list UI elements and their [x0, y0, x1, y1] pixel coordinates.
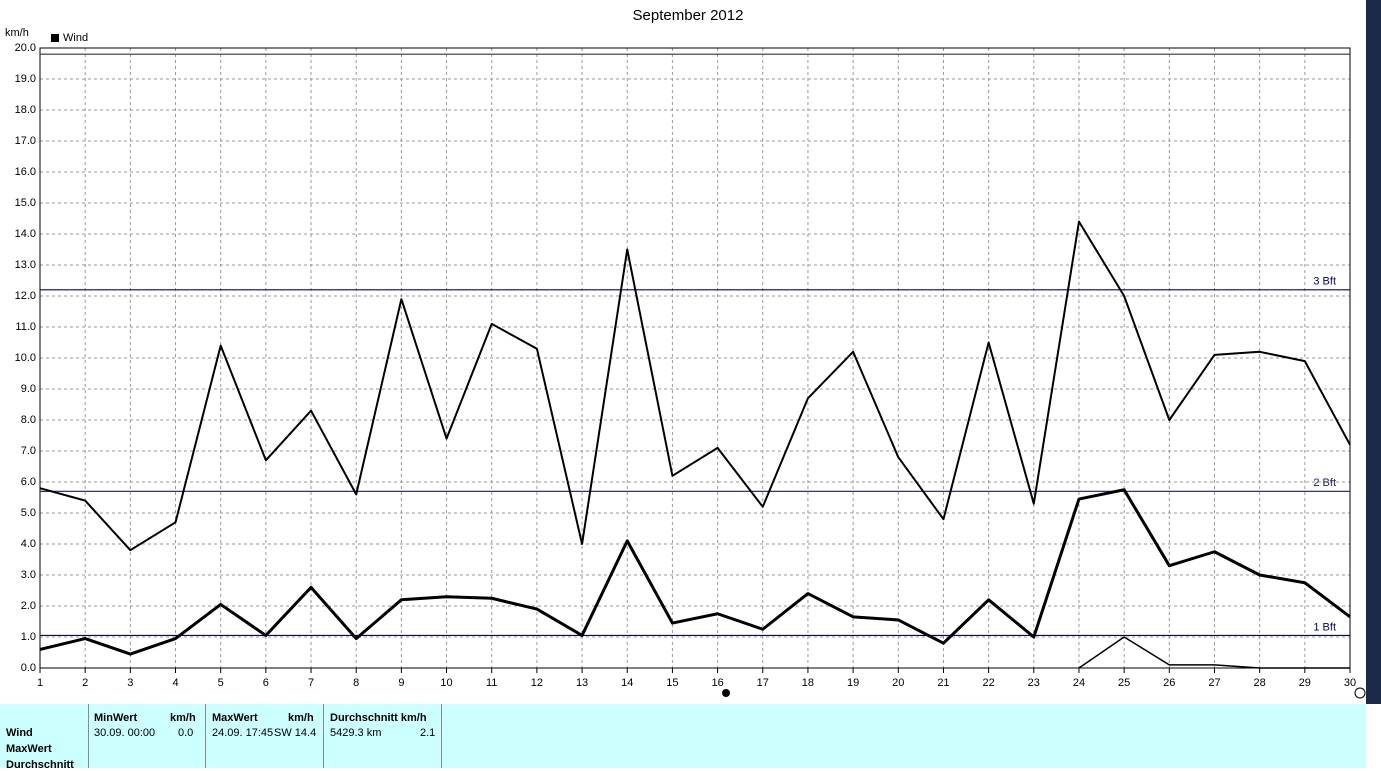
chart-title: September 2012 [633, 7, 744, 24]
y-tick-label: 12.0 [15, 290, 36, 302]
header: km/h [170, 712, 196, 724]
y-tick-label: 14.0 [15, 228, 36, 240]
chart: September 2012 km/h Wind 0.0 1.0 2.0 3.0 4.0… [5, 0, 1381, 704]
x-tick-label: 12 [531, 677, 543, 689]
y-tick-label: 1.0 [21, 631, 36, 643]
y-tick-label: 10.0 [15, 352, 36, 364]
x-tick-label: 30 [1344, 677, 1356, 689]
series-line [1078, 636, 1350, 669]
cell: 2.1 [420, 727, 436, 739]
x-tick-label: 21 [937, 677, 949, 689]
marker [1354, 687, 1366, 699]
x-tick-label: 1 [37, 677, 43, 689]
plot-frame [39, 47, 1351, 669]
cell: SW 14.4 [274, 727, 317, 739]
divider [441, 704, 442, 768]
x-tick-label: 14 [621, 677, 633, 689]
legend-swatch [51, 34, 59, 42]
x-tick-label: 24 [1073, 677, 1085, 689]
y-unit: km/h [5, 27, 29, 39]
x-tick-label: 3 [127, 677, 133, 689]
y-tick-label: 17.0 [15, 135, 36, 147]
x-tick-label: 28 [1254, 677, 1266, 689]
y-tick-label: 0.0 [21, 662, 36, 674]
row-label: Wind [6, 727, 33, 739]
x-tick-label: 13 [576, 677, 588, 689]
side-bar [1366, 0, 1381, 704]
row-label: Durchschnitt [6, 759, 74, 771]
x-tick-label: 8 [353, 677, 359, 689]
cell: 5429.3 km [330, 727, 382, 739]
series-line [39, 220, 1351, 552]
y-tick-label: 15.0 [15, 197, 36, 209]
y-tick-label: 13.0 [15, 259, 36, 271]
divider [205, 704, 206, 768]
y-tick-label: 8.0 [21, 414, 36, 426]
series-line [39, 488, 1351, 656]
x-tick-label: 11 [486, 677, 497, 689]
y-tick-label: 16.0 [15, 166, 36, 178]
x-tick-label: 20 [892, 677, 904, 689]
x-tick-label: 5 [218, 677, 224, 689]
y-tick-label: 11.0 [15, 321, 36, 333]
x-tick-label: 4 [172, 677, 178, 689]
x-tick-label: 15 [666, 677, 678, 689]
x-tick-label: 26 [1163, 677, 1175, 689]
x-tick-label: 23 [1028, 677, 1040, 689]
y-tick-label: 9.0 [21, 383, 36, 395]
x-tick-label: 19 [847, 677, 859, 689]
x-tick-label: 10 [440, 677, 452, 689]
x-tick-label: 29 [1299, 677, 1311, 689]
legend-label: Wind [63, 32, 88, 44]
reference-label: 2 Bft [1313, 477, 1336, 489]
stats-panel: MinWert km/h MaxWert km/h Durchschnitt k… [0, 704, 1366, 771]
x-tick-label: 16 [711, 677, 723, 689]
x-tick-label: 17 [757, 677, 769, 689]
x-tick-label: 6 [263, 677, 269, 689]
y-tick-label: 19.0 [15, 73, 36, 85]
divider [88, 704, 89, 768]
y-tick-label: 3.0 [21, 569, 36, 581]
header: Durchschnitt km/h [330, 712, 427, 724]
x-tick-label: 7 [308, 677, 314, 689]
y-tick-label: 6.0 [21, 476, 36, 488]
reference-label: 3 Bft [1313, 276, 1336, 288]
x-tick-label: 2 [82, 677, 88, 689]
y-tick-label: 2.0 [21, 600, 36, 612]
header: MinWert [94, 712, 138, 724]
x-tick-label: 18 [802, 677, 814, 689]
cell: 0.0 [178, 727, 194, 739]
x-tick-label: 25 [1118, 677, 1130, 689]
divider [323, 704, 324, 768]
row-label: MaxWert [6, 743, 52, 755]
marker [722, 689, 730, 697]
y-tick-label: 4.0 [21, 538, 36, 550]
header: km/h [288, 712, 314, 724]
reference-label: 1 Bft [1313, 621, 1336, 633]
x-tick-label: 27 [1208, 677, 1220, 689]
cell: 24.09. 17:45 [212, 727, 274, 739]
cell: 30.09. 00:00 [94, 727, 156, 739]
x-tick-label: 22 [982, 677, 994, 689]
header: MaxWert [212, 712, 258, 724]
y-tick-label: 18.0 [15, 104, 36, 116]
y-tick-label: 7.0 [21, 445, 36, 457]
y-tick-label: 20.0 [15, 42, 36, 54]
x-tick-label: 9 [398, 677, 404, 689]
y-tick-label: 5.0 [21, 507, 36, 519]
